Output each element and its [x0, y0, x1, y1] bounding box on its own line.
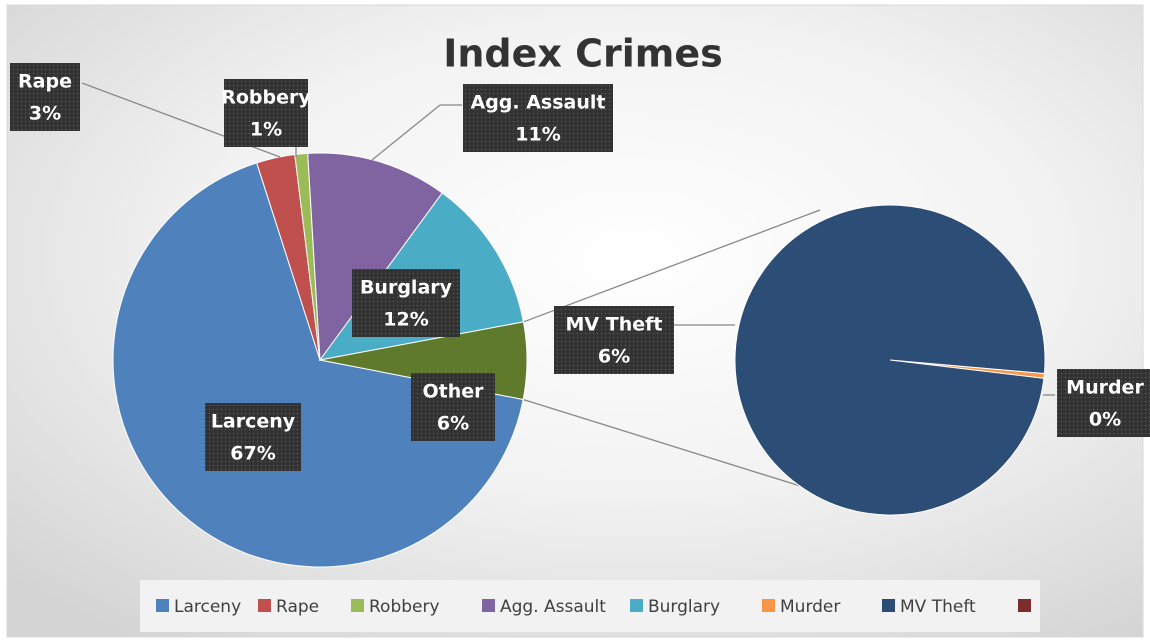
- legend-swatch: [482, 599, 495, 612]
- legend-swatch: [630, 599, 643, 612]
- legend-swatch: [1018, 599, 1031, 612]
- data-label-name: Other: [422, 381, 484, 403]
- connector: [523, 398, 846, 501]
- data-label-value: 0%: [1089, 409, 1121, 431]
- data-label-box: [1057, 369, 1150, 437]
- connectors: [523, 209, 846, 501]
- legend-swatch: [351, 599, 364, 612]
- data-label-name: Rape: [18, 71, 72, 93]
- data-label-value: 12%: [383, 309, 428, 331]
- legend-swatch: [156, 599, 169, 612]
- legend-swatch: [882, 599, 895, 612]
- data-label-box: [352, 269, 460, 337]
- labels: Larceny 67% Rape 3% Robbery 1% Agg. Assault 11%…: [10, 63, 1150, 471]
- data-label-box: [205, 403, 301, 471]
- data-label-value: 3%: [29, 103, 61, 125]
- legend-label: Robbery: [369, 597, 440, 617]
- legend-swatch: [762, 599, 775, 612]
- legend-swatch: [258, 599, 271, 612]
- pie-slice: [734, 204, 1046, 516]
- legend-label: Larceny: [174, 597, 241, 617]
- legend-label: Agg. Assault: [500, 597, 606, 617]
- data-label-value: 67%: [230, 443, 275, 465]
- data-label-name: Murder: [1066, 377, 1144, 399]
- data-label-value: 11%: [515, 124, 560, 146]
- data-label-name: Agg. Assault: [470, 92, 605, 114]
- data-label-box: [10, 63, 80, 131]
- data-label-box: [463, 84, 613, 152]
- legend: Larceny Rape Robbery Agg. Assault Burglary Mu…: [156, 597, 1031, 617]
- legend-label: Rape: [276, 597, 319, 617]
- legend-label: Burglary: [648, 597, 720, 617]
- data-label-name: Burglary: [360, 277, 453, 299]
- data-label-value: 1%: [250, 119, 282, 141]
- data-label-box: [554, 306, 674, 374]
- legend-label: Murder: [780, 597, 840, 617]
- data-label-value: 6%: [437, 413, 469, 435]
- data-label-name: Robbery: [221, 87, 311, 109]
- data-label-name: MV Theft: [566, 314, 663, 336]
- pie-slice: [307, 152, 443, 362]
- legend-label: MV Theft: [900, 597, 976, 617]
- leader-line: [371, 104, 462, 161]
- data-label-value: 6%: [598, 346, 630, 368]
- data-label-box: [224, 79, 308, 147]
- data-label-name: Larceny: [211, 411, 296, 433]
- data-label-box: [411, 373, 495, 441]
- connector: [523, 209, 821, 323]
- chart-title: Index Crimes: [443, 32, 723, 76]
